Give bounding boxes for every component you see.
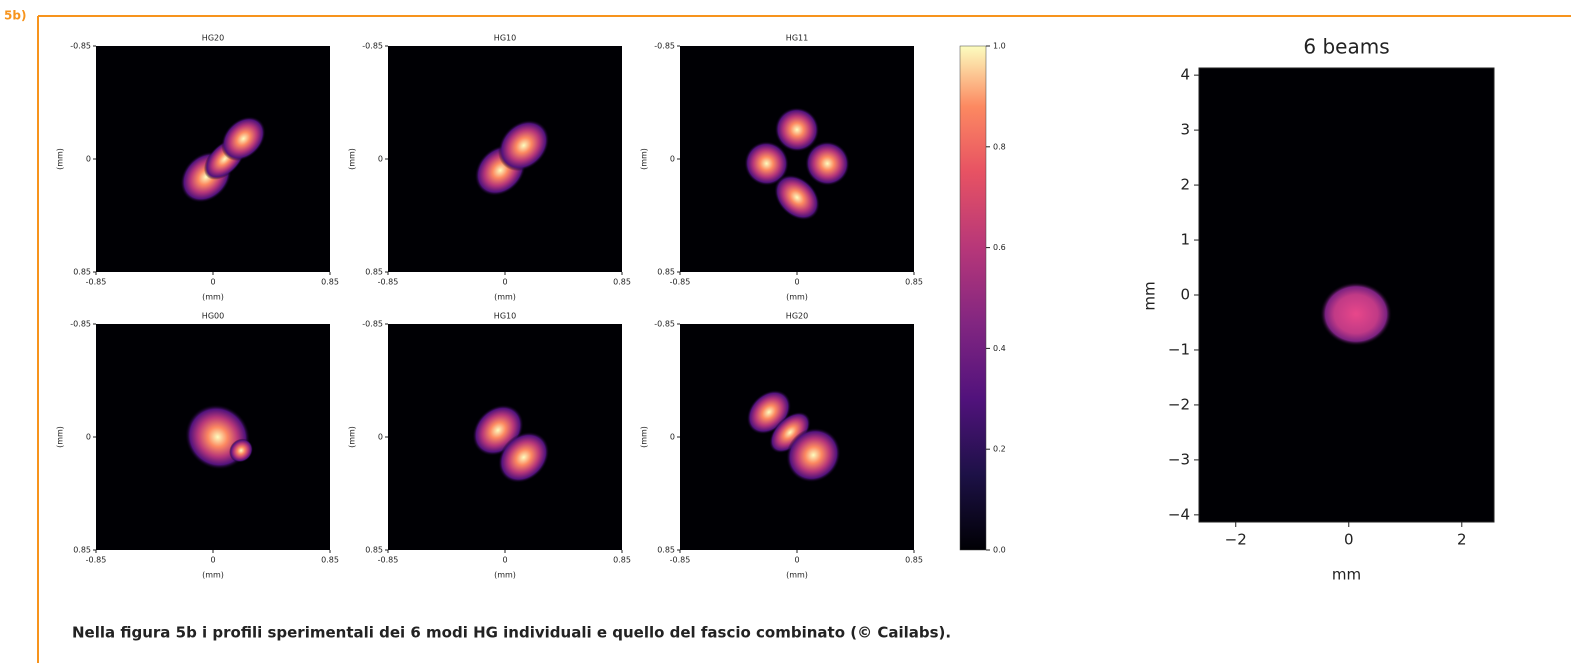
x-axis-label: (mm) xyxy=(202,293,224,302)
panel-title: HG00 xyxy=(202,312,224,321)
y-tick-label: 0.85 xyxy=(73,546,91,555)
y-axis-label: (mm) xyxy=(640,148,649,170)
y-axis-label: (mm) xyxy=(56,148,65,170)
caption: Nella figura 5b i profili sperimentali d… xyxy=(72,624,951,642)
y-tick-label: -0.85 xyxy=(654,320,675,329)
panel-title: HG10 xyxy=(494,34,516,43)
x-tick-label: 2 xyxy=(1457,531,1467,549)
panel-title: HG11 xyxy=(786,34,808,43)
y-tick-label: -0.85 xyxy=(362,320,383,329)
y-tick-label: 0.85 xyxy=(657,268,675,277)
x-tick-label: -0.85 xyxy=(670,278,691,287)
x-tick-label: −2 xyxy=(1225,531,1247,549)
x-tick-label: 0 xyxy=(794,556,799,565)
y-tick-label: 0.85 xyxy=(657,546,675,555)
y-tick-label: 3 xyxy=(1180,121,1190,139)
y-tick-label: 0.85 xyxy=(73,268,91,277)
x-tick-label: 0.85 xyxy=(321,556,339,565)
y-tick-label: 0 xyxy=(378,155,383,164)
y-tick-label: -0.85 xyxy=(362,42,383,51)
heatmap xyxy=(680,46,914,272)
figure-label: 5b) xyxy=(4,9,26,23)
colorbar-tick-label: 0.6 xyxy=(993,243,1006,252)
x-tick-label: 0.85 xyxy=(321,278,339,287)
colorbar-tick-label: 0.2 xyxy=(993,445,1006,454)
y-axis-label: (mm) xyxy=(348,148,357,170)
y-tick-label: −1 xyxy=(1168,340,1190,358)
x-tick-label: 0 xyxy=(210,278,215,287)
panel-title: HG20 xyxy=(202,34,224,43)
x-tick-label: 0.85 xyxy=(613,556,631,565)
x-tick-label: 0 xyxy=(502,556,507,565)
y-tick-label: 2 xyxy=(1180,176,1190,194)
y-axis-label: mm xyxy=(1141,281,1159,310)
y-tick-label: 0 xyxy=(670,155,675,164)
x-tick-label: -0.85 xyxy=(86,556,107,565)
x-tick-label: 0 xyxy=(502,278,507,287)
x-tick-label: -0.85 xyxy=(86,278,107,287)
panel-title: HG10 xyxy=(494,312,516,321)
x-tick-label: 0 xyxy=(794,278,799,287)
x-axis-label: (mm) xyxy=(494,571,516,580)
y-tick-label: −2 xyxy=(1168,395,1190,413)
x-tick-label: -0.85 xyxy=(378,278,399,287)
y-tick-label: -0.85 xyxy=(70,320,91,329)
x-tick-label: -0.85 xyxy=(378,556,399,565)
y-axis-label: (mm) xyxy=(56,426,65,448)
colorbar-tick-label: 0.8 xyxy=(993,142,1006,151)
y-tick-label: 0 xyxy=(86,155,91,164)
x-axis-label: mm xyxy=(1332,566,1361,584)
y-tick-label: 0 xyxy=(378,433,383,442)
colorbar-tick-label: 0.4 xyxy=(993,344,1006,353)
y-tick-label: 1 xyxy=(1180,231,1190,249)
colorbar-tick-label: 0.0 xyxy=(993,546,1006,555)
y-tick-label: -0.85 xyxy=(70,42,91,51)
x-tick-label: 0.85 xyxy=(905,278,923,287)
colorbar xyxy=(960,46,986,550)
x-tick-label: 0 xyxy=(210,556,215,565)
y-tick-label: 0 xyxy=(670,433,675,442)
beam-profile xyxy=(1320,282,1392,346)
colorbar-tick-label: 1.0 xyxy=(993,42,1006,51)
page: 5b) Nella figura 5b i profili sperimenta… xyxy=(0,0,1571,663)
x-tick-label: -0.85 xyxy=(670,556,691,565)
y-axis-label: (mm) xyxy=(348,426,357,448)
x-tick-label: 0.85 xyxy=(905,556,923,565)
y-tick-label: 0.85 xyxy=(365,546,383,555)
panel-title: HG20 xyxy=(786,312,808,321)
y-tick-label: 0 xyxy=(1180,286,1190,304)
x-axis-label: (mm) xyxy=(202,571,224,580)
x-axis-label: (mm) xyxy=(786,293,808,302)
y-axis-label: (mm) xyxy=(640,426,649,448)
y-tick-label: −3 xyxy=(1168,450,1190,468)
plot-title: 6 beams xyxy=(1303,35,1389,59)
y-tick-label: −4 xyxy=(1168,505,1190,523)
y-tick-label: 0.85 xyxy=(365,268,383,277)
x-axis-label: (mm) xyxy=(786,571,808,580)
x-tick-label: 0.85 xyxy=(613,278,631,287)
x-tick-label: 0 xyxy=(1344,531,1354,549)
y-tick-label: -0.85 xyxy=(654,42,675,51)
x-axis-label: (mm) xyxy=(494,293,516,302)
y-tick-label: 0 xyxy=(86,433,91,442)
y-tick-label: 4 xyxy=(1180,66,1190,84)
